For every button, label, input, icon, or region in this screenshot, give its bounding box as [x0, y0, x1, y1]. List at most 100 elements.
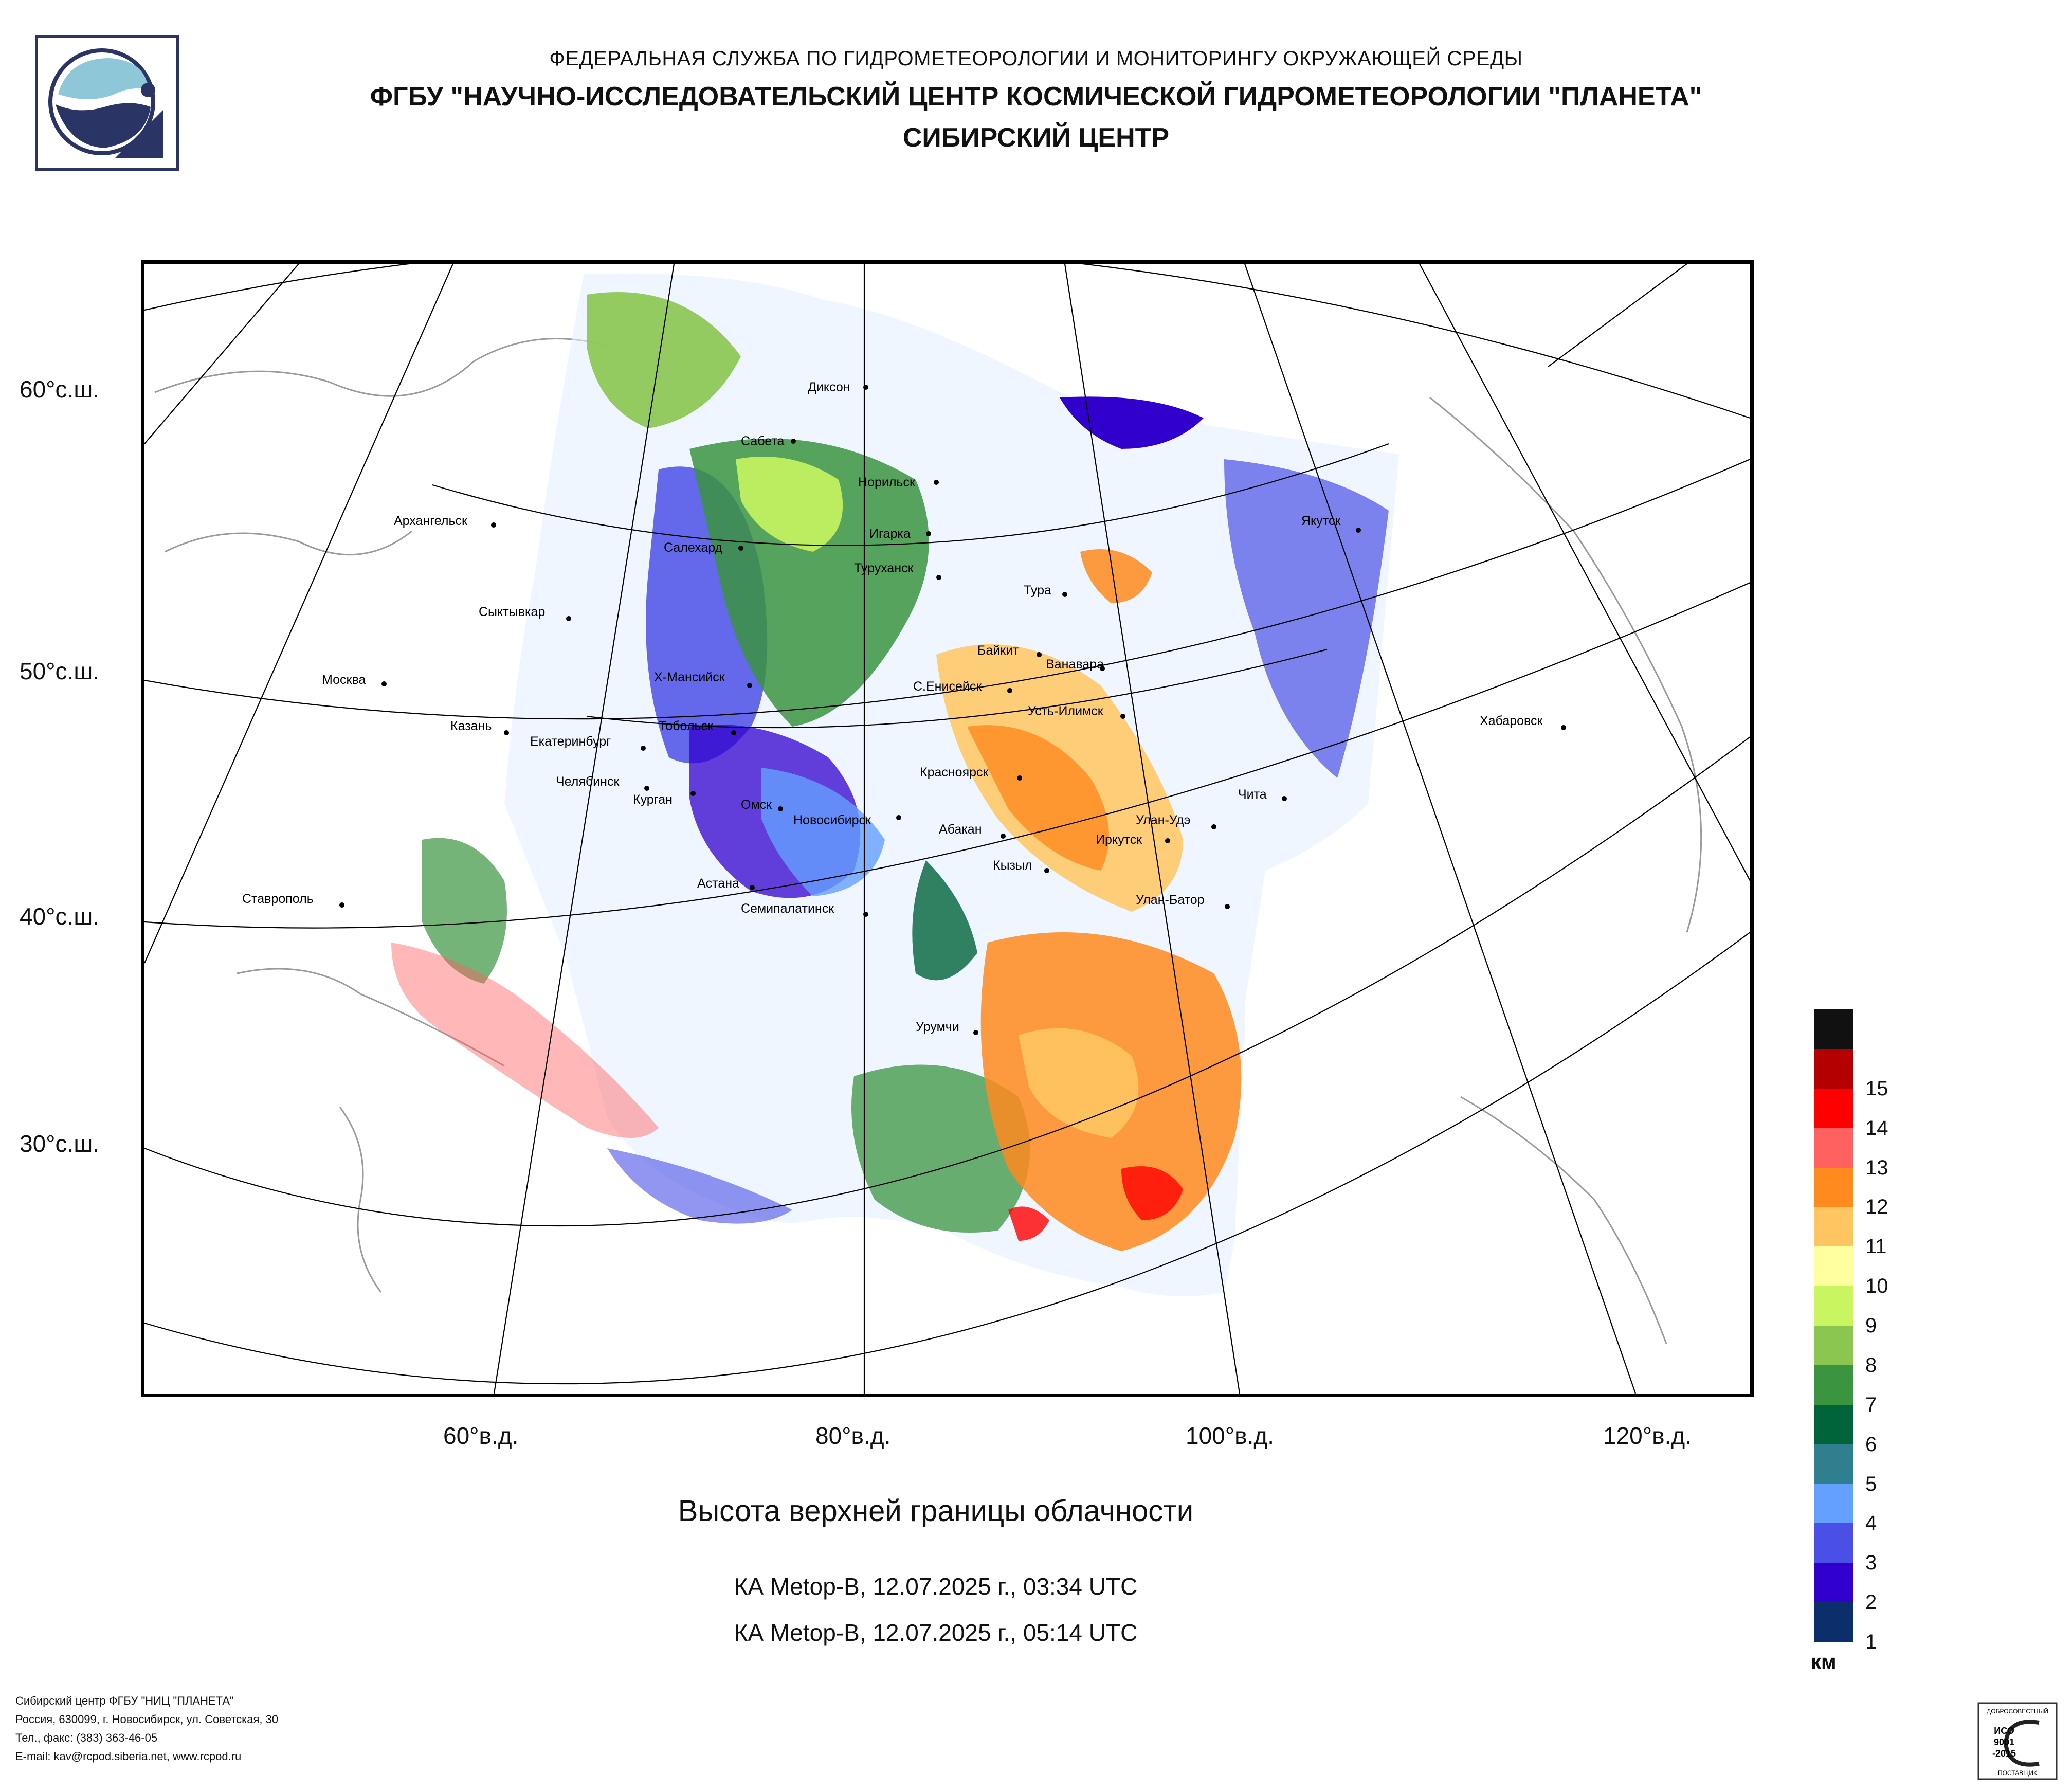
city-label: Астана: [697, 876, 739, 891]
satellite-pass-2: КА Metop-B, 12.07.2025 г., 05:14 UTC: [734, 1619, 1138, 1646]
legend-swatch: [1814, 1167, 1853, 1207]
lat-label-60: 60°с.ш.: [20, 376, 100, 403]
legend-swatch: [1814, 1246, 1853, 1287]
lon-label-120: 120°в.д.: [1603, 1422, 1692, 1449]
lat-label-40: 40°с.ш.: [20, 903, 100, 930]
legend-tick-label: 14: [1865, 1116, 1888, 1139]
city-label: Красноярск: [920, 765, 989, 780]
legend-swatch: [1814, 1523, 1853, 1563]
satellite-pass-1: КА Metop-B, 12.07.2025 г., 03:34 UTC: [734, 1573, 1138, 1600]
badge-iso-text: ИСО: [1994, 1726, 2014, 1736]
badge-year-text: -2015: [1992, 1748, 2016, 1759]
map-canvas: Диксон Сабета Норильск Архангельск Салех…: [144, 264, 1750, 1394]
city-label: Салехард: [664, 540, 723, 555]
legend-swatch: [1814, 1009, 1853, 1049]
legend-swatch: [1814, 1563, 1853, 1603]
city-label: Тура: [1024, 583, 1051, 598]
lon-label-100: 100°в.д.: [1186, 1422, 1274, 1449]
footer-line-email: E-mail: kav@rcpod.siberia.net, www.rcpod…: [15, 1750, 242, 1763]
cloud-top-map: Диксон Сабета Норильск Архангельск Салех…: [141, 260, 1754, 1397]
legend-swatch: [1814, 1128, 1853, 1168]
lon-label-80: 80°в.д.: [815, 1422, 891, 1449]
coastlines: [154, 337, 1702, 1344]
graticule: [144, 264, 1750, 1394]
legend-swatch: [1814, 1286, 1853, 1326]
city-label: Архангельск: [394, 514, 468, 528]
city-label: Сабета: [741, 434, 785, 448]
center-title: ФГБУ "НАУЧНО-ИССЛЕДОВАТЕЛЬСКИЙ ЦЕНТР КОС…: [370, 82, 1702, 112]
footer-line-phone: Тел., факс: (383) 363-46-05: [15, 1731, 158, 1744]
city-label: С.Енисейск: [913, 679, 982, 694]
branch-title: СИБИРСКИЙ ЦЕНТР: [902, 123, 1170, 153]
footer-line-address: Россия, 630099, г. Новосибирск, ул. Сове…: [15, 1713, 279, 1726]
legend-swatch: [1814, 1602, 1853, 1642]
legend-tick-label: 10: [1865, 1275, 1888, 1298]
legend-tick-label: 4: [1865, 1512, 1877, 1535]
city-label: Улан-Батор: [1136, 893, 1205, 907]
legend-tick-label: 11: [1865, 1235, 1887, 1258]
footer-line-org: Сибирский центр ФГБУ "НИЦ "ПЛАНЕТА": [15, 1694, 234, 1707]
city-label: Якутск: [1301, 514, 1341, 528]
planeta-logo: [35, 35, 179, 171]
city-label: Казань: [450, 719, 492, 733]
legend-swatch: [1814, 1365, 1853, 1405]
badge-bottom-text: ПОСТАВЩИК: [1998, 1769, 2037, 1777]
city-label: Сыктывкар: [479, 605, 545, 619]
legend-swatch: [1814, 1444, 1853, 1484]
city-label: Москва: [322, 673, 366, 687]
city-label: Урумчи: [916, 1020, 959, 1034]
city-label: Ставрополь: [242, 892, 314, 906]
legend-swatch: [1814, 1484, 1853, 1524]
legend-swatch: [1814, 1088, 1853, 1128]
badge-num-text: 9001: [1994, 1737, 2014, 1747]
city-label: Тобольск: [659, 719, 714, 733]
lon-label-60: 60°в.д.: [443, 1422, 519, 1449]
lat-label-50: 50°с.ш.: [20, 658, 100, 684]
legend-tick-label: 7: [1865, 1393, 1877, 1416]
city-label: Челябинск: [556, 774, 620, 789]
city-label: Екатеринбург: [530, 734, 611, 749]
city-label: Байкит: [977, 643, 1019, 658]
city-label: Игарка: [869, 527, 911, 541]
agency-title: ФЕДЕРАЛЬНАЯ СЛУЖБА ПО ГИДРОМЕТЕОРОЛОГИИ …: [549, 47, 1523, 70]
legend-tick-label: 12: [1865, 1196, 1888, 1219]
city-label: Иркутск: [1096, 833, 1142, 847]
city-label: Улан-Удэ: [1136, 813, 1190, 827]
city-label: Норильск: [858, 475, 916, 490]
legend-unit: км: [1811, 1651, 1837, 1673]
legend-tick-label: 15: [1865, 1077, 1888, 1100]
legend-tick-label: 5: [1865, 1472, 1877, 1495]
legend-tick-label: 1: [1865, 1631, 1877, 1653]
cloud-field: [391, 273, 1399, 1296]
city-label: Туруханск: [854, 561, 914, 575]
contact-footer: Сибирский центр ФГБУ "НИЦ "ПЛАНЕТА" Росс…: [15, 1692, 278, 1766]
city-label: Кызыл: [993, 858, 1032, 873]
city-label: Чита: [1238, 787, 1267, 802]
city-label: Ванавара: [1046, 657, 1104, 672]
city-label: Усть-Илимск: [1028, 704, 1104, 718]
badge-top-text: ДОБРОСОВЕСТНЫЙ: [1987, 1707, 2048, 1715]
city-label: Х-Мансийск: [654, 670, 725, 684]
legend-tick-label: 6: [1865, 1433, 1877, 1456]
city-label: Семипалатинск: [741, 901, 834, 916]
city-label: Омск: [741, 798, 772, 812]
legend-swatch: [1814, 1404, 1853, 1444]
city-label: Диксон: [808, 380, 850, 394]
iso-certification-badge: ДОБРОСОВЕСТНЫЙ ИСО 9001 -2015 ПОСТАВЩИК: [1977, 1702, 2058, 1780]
city-label: Курган: [633, 792, 673, 807]
city-markers: Диксон Сабета Норильск Архангельск Салех…: [242, 380, 1566, 1035]
legend-swatch: [1814, 1048, 1853, 1089]
legend-swatch: [1814, 1207, 1853, 1247]
map-title: Высота верхней границы облачности: [678, 1494, 1194, 1528]
legend-tick-label: 3: [1865, 1551, 1877, 1575]
legend-tick-label: 13: [1865, 1156, 1888, 1179]
legend-tick-label: 9: [1865, 1314, 1877, 1337]
city-label: Хабаровск: [1480, 714, 1543, 728]
lat-label-30: 30°с.ш.: [20, 1130, 100, 1157]
legend-swatch: [1814, 1326, 1853, 1365]
city-label: Новосибирск: [793, 813, 871, 827]
city-label: Абакан: [939, 822, 982, 837]
legend-tick-label: 2: [1865, 1591, 1877, 1614]
legend-tick-label: 8: [1865, 1353, 1877, 1377]
color-legend: [1814, 1009, 1853, 1642]
